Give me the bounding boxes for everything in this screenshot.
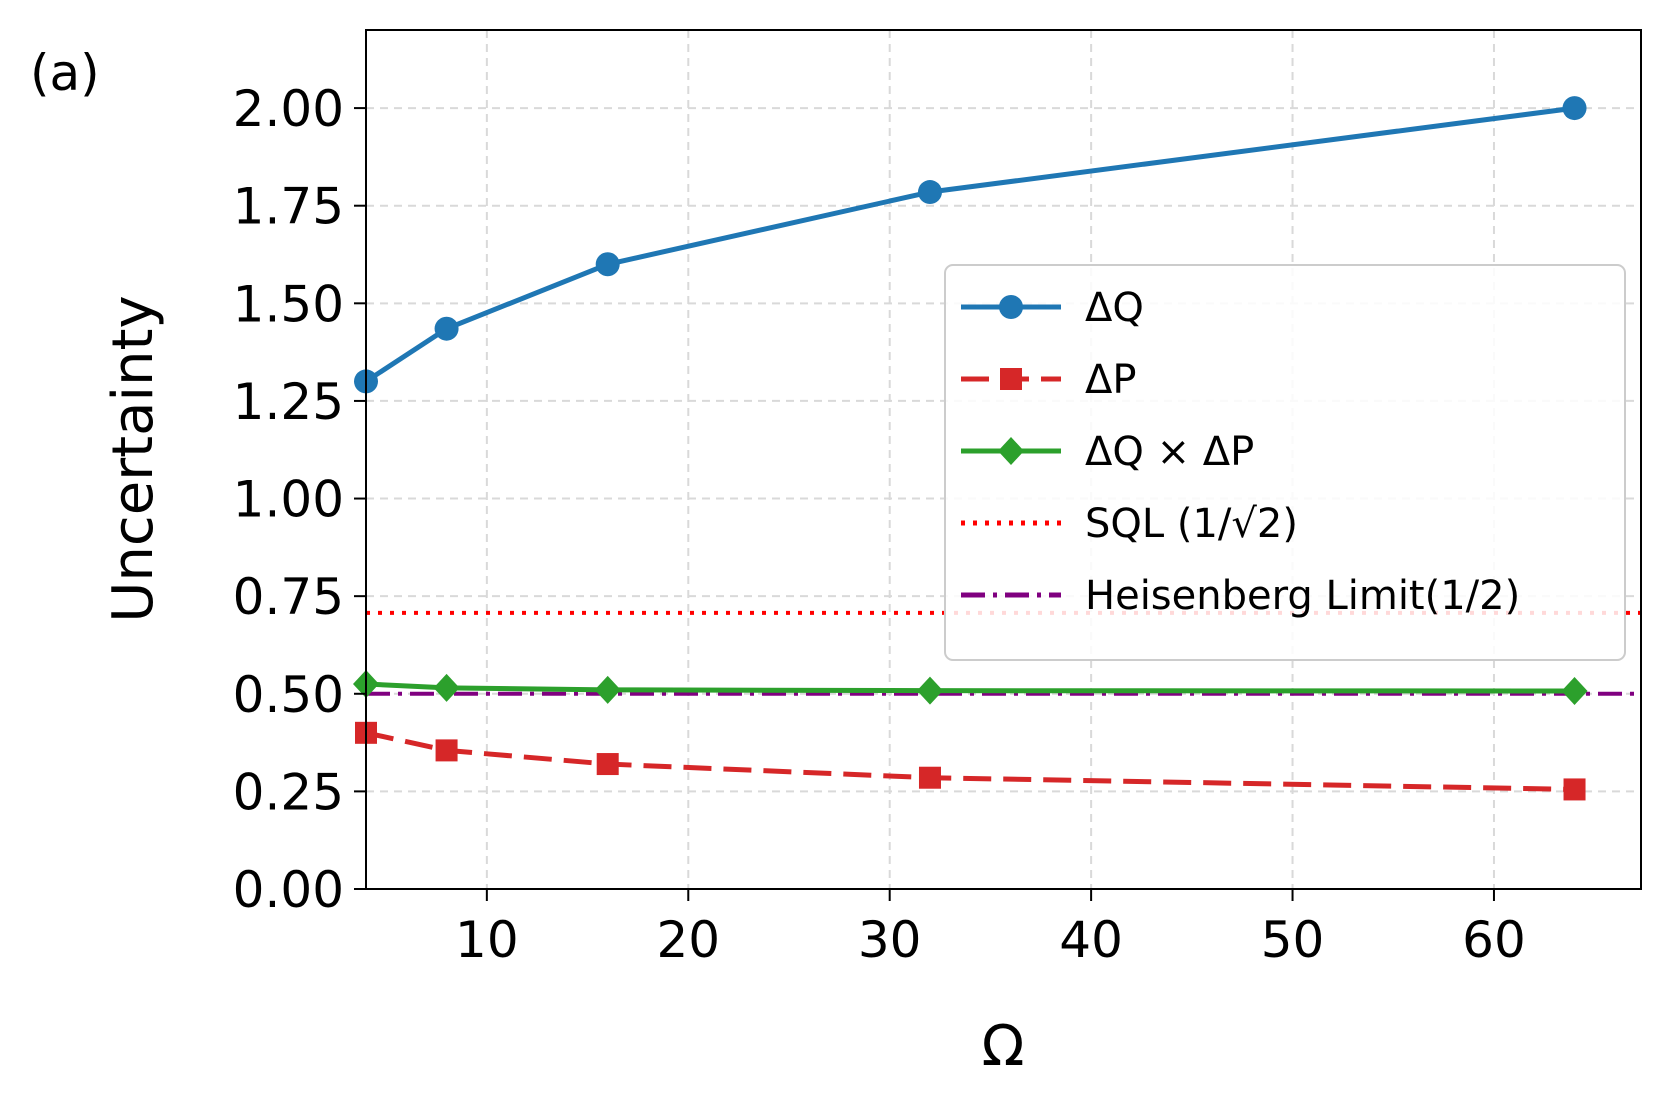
legend-box [944, 264, 1626, 661]
legend-marker [998, 437, 1024, 465]
legend-label: ΔP [1085, 357, 1136, 403]
data-point [433, 673, 460, 702]
y-tick-label: 0.50 [233, 666, 344, 724]
legend-label: SQL (1/√2) [1085, 501, 1298, 547]
legend-entry: ΔQ [961, 285, 1144, 331]
legend-label: ΔQ [1085, 285, 1144, 331]
x-tick-label: 40 [1059, 911, 1123, 969]
x-tick-label: 20 [656, 911, 720, 969]
data-point [1562, 96, 1587, 121]
legend: ΔQ ΔP ΔQ × ΔP SQL (1/√2) Heisenberg Limit(1/… [944, 264, 1626, 661]
data-point [435, 739, 458, 762]
data-point [1561, 677, 1588, 706]
data-point [595, 252, 620, 277]
data-series [353, 96, 1588, 801]
legend-label: Heisenberg Limit(1/2) [1085, 573, 1520, 619]
y-tick-label: 0.25 [233, 763, 344, 821]
series [353, 670, 1588, 706]
x-tick-label: 50 [1261, 911, 1325, 969]
legend-entry: ΔQ × ΔP [961, 429, 1254, 475]
y-tick-label: 2.00 [233, 80, 344, 138]
series [355, 721, 1586, 801]
data-point [918, 766, 941, 789]
legend-label: ΔQ × ΔP [1085, 429, 1254, 475]
y-tick-label: 1.00 [233, 471, 344, 529]
legend-entry: ΔP [961, 357, 1136, 403]
legend-marker [999, 295, 1023, 319]
series [354, 96, 1587, 394]
plot-frame [365, 29, 1642, 890]
y-tick-label: 0.75 [233, 568, 344, 626]
legend-entry: Heisenberg Limit(1/2) [961, 573, 1520, 619]
panel-label: (a) [30, 44, 100, 102]
y-axis-label: Uncertainty [101, 295, 166, 622]
data-point [434, 316, 459, 341]
x-tick-label: 60 [1462, 911, 1526, 969]
series-line [365, 681, 1575, 694]
y-tick-label: 0.00 [233, 861, 344, 919]
data-point [596, 753, 619, 776]
y-tick-label: 1.75 [233, 178, 344, 236]
y-tick-label: 1.50 [233, 275, 344, 333]
legend-marker [1000, 368, 1022, 390]
legend-entry: SQL (1/√2) [961, 501, 1298, 547]
data-point [1563, 778, 1586, 801]
data-point [594, 675, 621, 704]
y-tick-label: 1.25 [233, 373, 344, 431]
ticks: 10 20 30 40 50 60 0.00 0.25 0.50 0.75 1.00 1.25 1.50… [233, 80, 1526, 969]
series-line [365, 730, 1575, 792]
x-tick-label: 30 [858, 911, 922, 969]
x-axis-label: Ω [982, 1014, 1025, 1079]
data-point [917, 180, 942, 205]
data-point [916, 676, 943, 705]
x-tick-label: 10 [455, 911, 519, 969]
